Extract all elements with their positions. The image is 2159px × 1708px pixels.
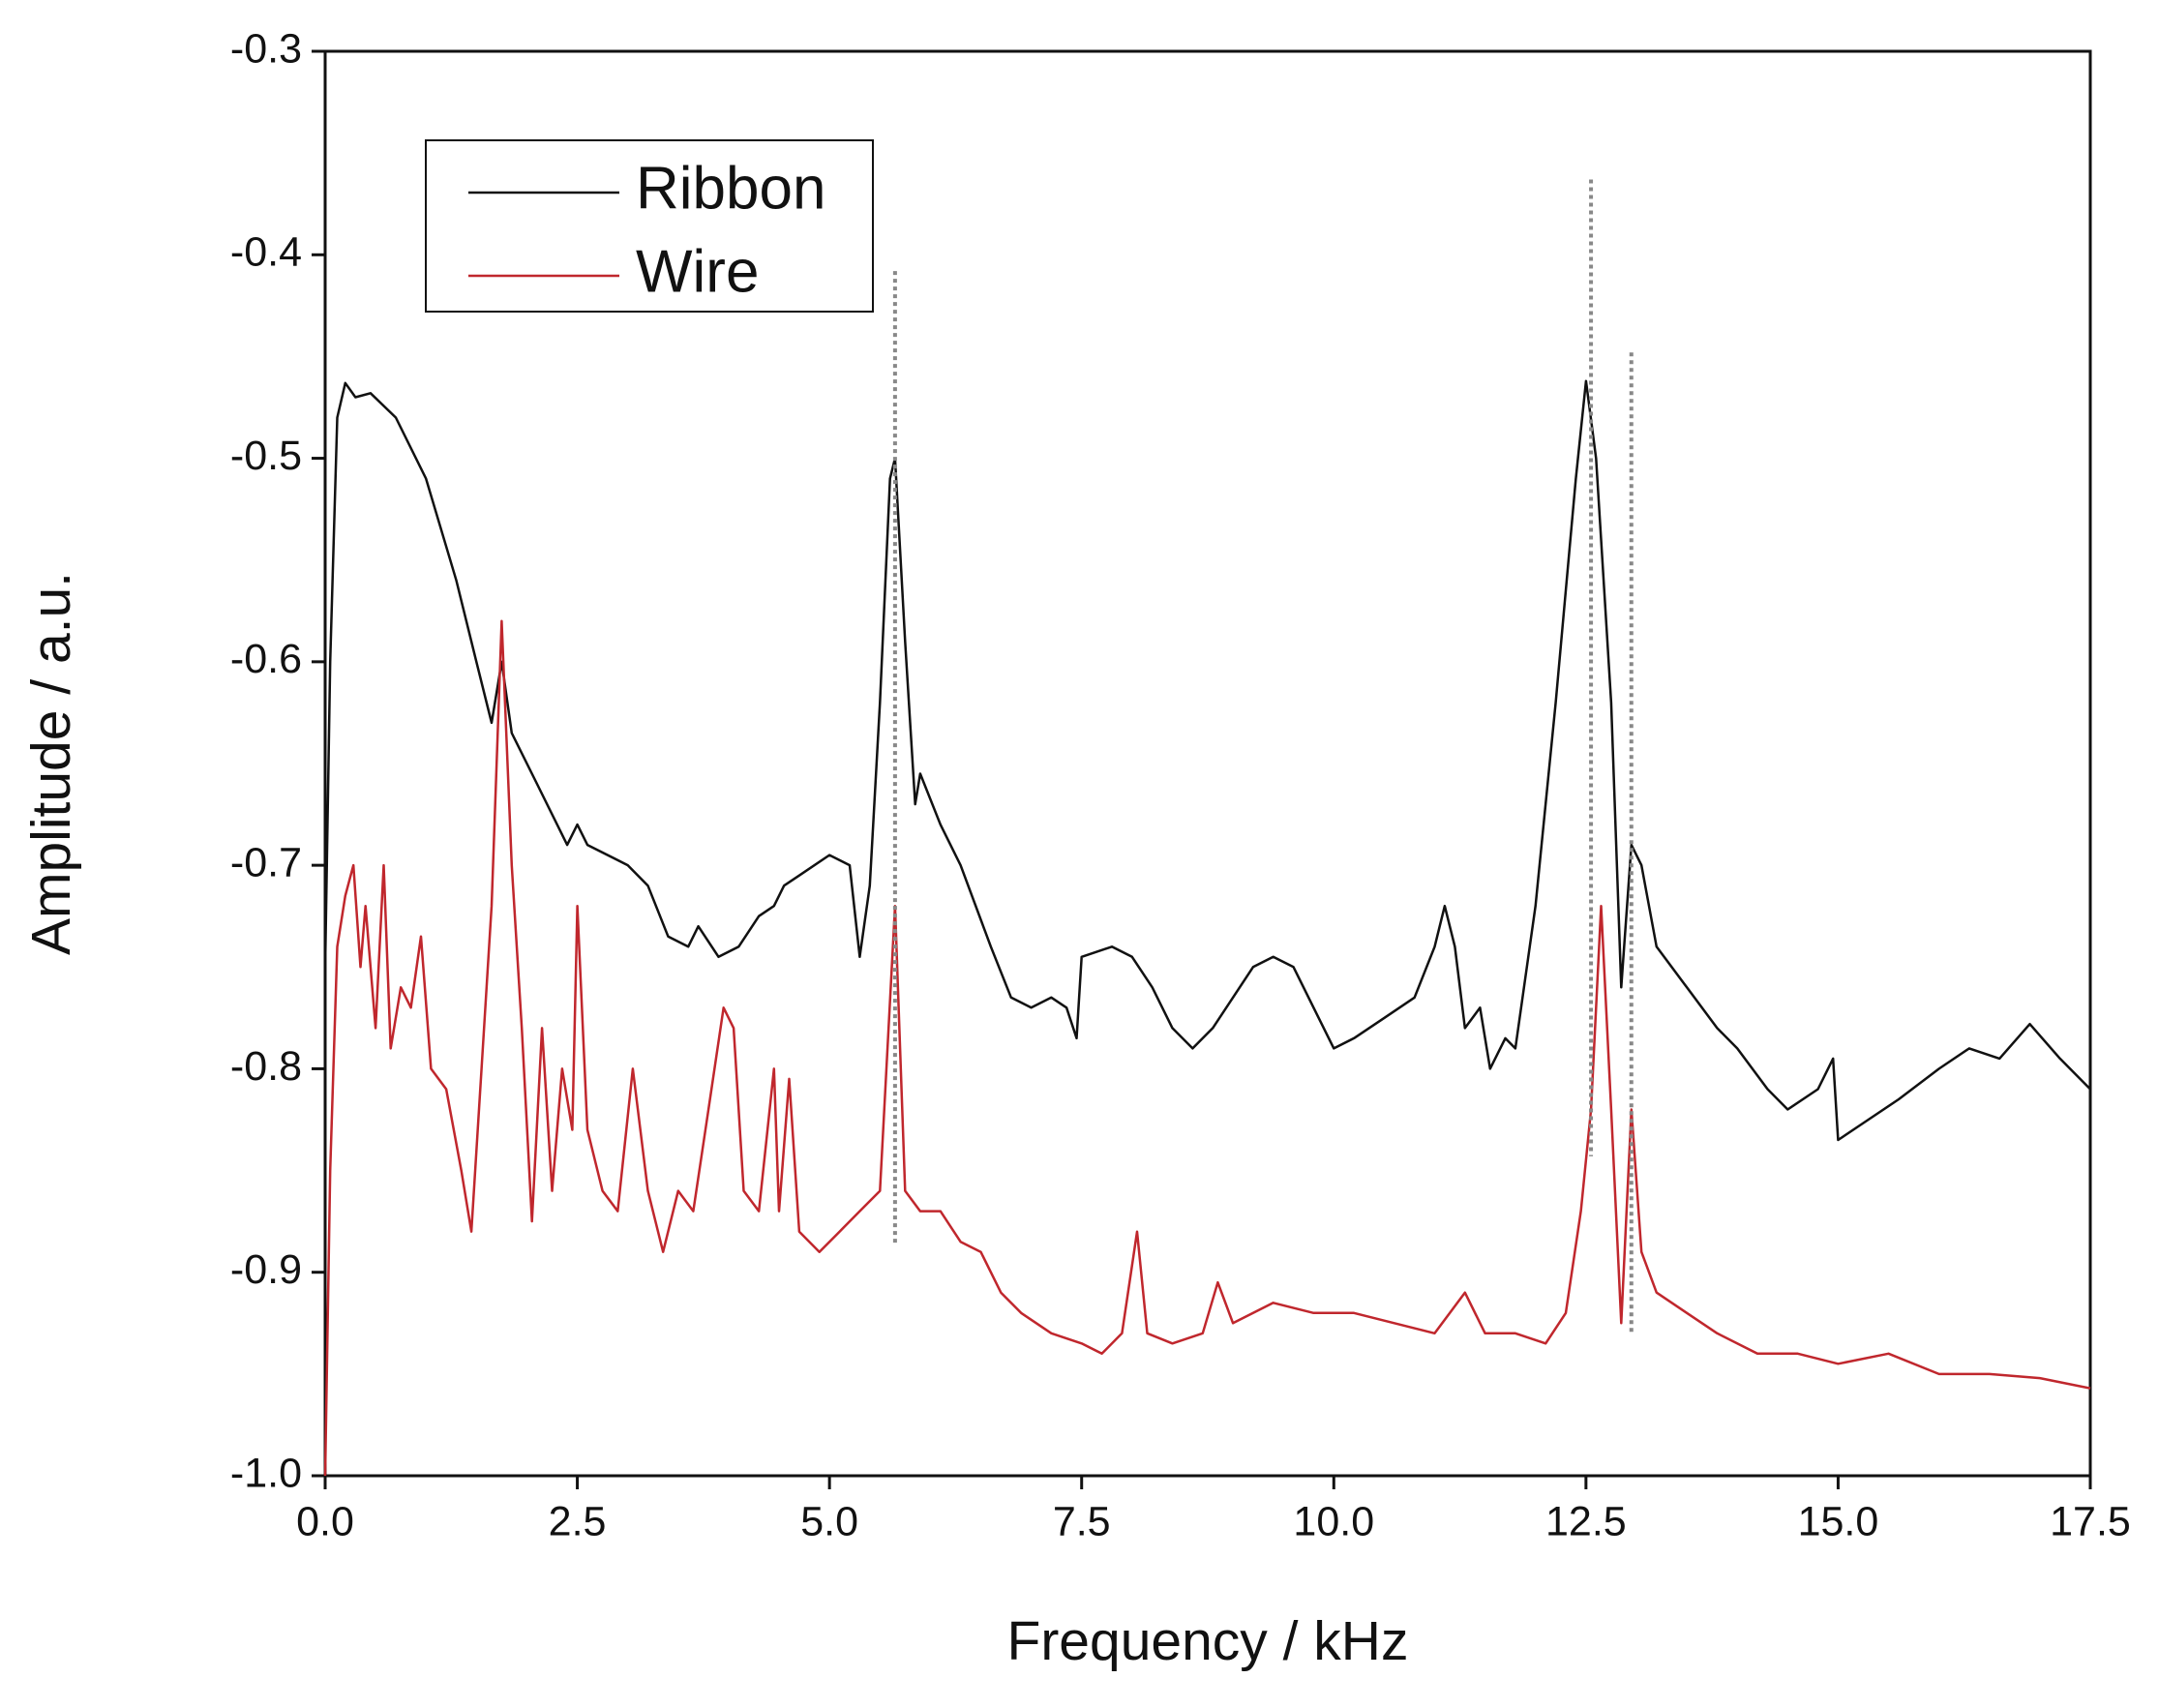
x-tick-label: 15.0	[1798, 1498, 1879, 1544]
x-tick-label: 5.0	[800, 1498, 858, 1544]
x-axis-label: Frequency / kHz	[1007, 1610, 1409, 1672]
x-tick-label: 12.5	[1545, 1498, 1627, 1544]
y-tick-label: -0.4	[230, 229, 302, 276]
y-tick-label: -0.8	[230, 1043, 302, 1090]
legend-box	[425, 139, 874, 313]
legend-label: Wire	[636, 238, 759, 305]
y-tick-label: -0.3	[230, 25, 302, 72]
x-tick-label: 2.5	[549, 1498, 607, 1544]
legend-label: Ribbon	[636, 155, 825, 222]
x-tick-label: 10.0	[1293, 1498, 1374, 1544]
y-axis-label: Amplitude / a.u.	[20, 572, 82, 955]
x-tick-label: 0.0	[296, 1498, 354, 1544]
y-tick-label: -0.7	[230, 840, 302, 886]
series-line	[323, 379, 2091, 1142]
y-tick-label: -0.6	[230, 636, 302, 682]
x-tick-label: 7.5	[1053, 1498, 1111, 1544]
x-tick-label: 17.5	[2050, 1498, 2131, 1544]
plot-frame	[323, 49, 2092, 1478]
y-tick-label: -0.5	[230, 433, 302, 479]
y-tick-label: -1.0	[230, 1450, 302, 1496]
y-tick-label: -0.9	[230, 1246, 302, 1293]
series-line	[323, 619, 2091, 1477]
